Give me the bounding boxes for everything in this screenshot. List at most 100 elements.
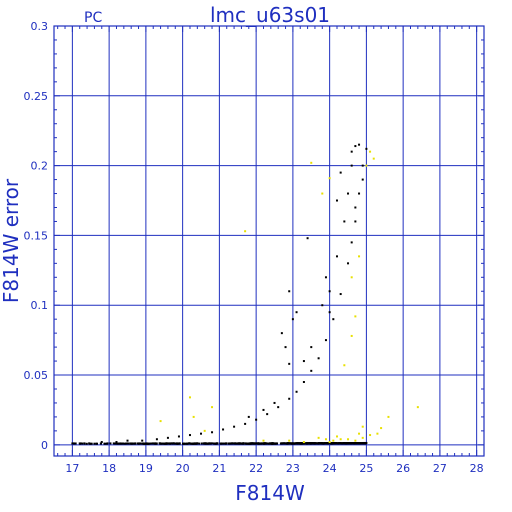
data-point-series-0 (96, 442, 99, 445)
y-tick-label: 0.2 (31, 160, 49, 173)
data-point-series-0 (150, 442, 153, 445)
y-tick-label: 0 (41, 439, 48, 452)
data-point-series-1 (343, 364, 346, 367)
data-point-series-0 (138, 442, 141, 445)
x-tick-label: 25 (359, 462, 373, 475)
data-point-series-0 (200, 432, 203, 435)
data-point-series-0 (249, 442, 252, 445)
data-point-series-0 (288, 362, 291, 365)
data-point-series-0 (262, 442, 265, 445)
data-point-series-0 (73, 442, 76, 445)
data-point-series-0 (306, 237, 309, 240)
data-point-series-0 (266, 442, 269, 445)
data-point-series-0 (282, 442, 285, 445)
data-point-series-0 (134, 442, 137, 445)
data-point-series-0 (208, 442, 211, 445)
data-point-series-0 (356, 442, 359, 445)
data-point-series-0 (347, 262, 350, 265)
data-point-series-0 (347, 442, 350, 445)
data-point-series-0 (229, 442, 232, 445)
data-point-series-1 (358, 432, 361, 435)
data-point-series-0 (166, 442, 169, 445)
data-point-series-0 (323, 442, 326, 445)
data-point-series-0 (117, 442, 120, 445)
data-point-series-0 (149, 442, 152, 445)
data-point-series-0 (89, 442, 92, 445)
data-point-series-0 (350, 164, 353, 167)
data-point-series-0 (126, 439, 129, 442)
data-point-series-0 (71, 442, 74, 445)
data-point-series-0 (93, 442, 96, 445)
data-point-series-0 (343, 220, 346, 223)
plot-frame (53, 25, 485, 457)
data-point-series-0 (189, 442, 192, 445)
data-point-series-0 (296, 442, 299, 445)
data-point-series-0 (335, 255, 338, 258)
data-point-series-0 (133, 442, 136, 445)
data-point-series-0 (220, 442, 223, 445)
y-tick-label: 0.25 (24, 90, 49, 103)
data-point-series-0 (90, 442, 93, 445)
data-point-series-0 (231, 442, 234, 445)
data-point-series-0 (268, 442, 271, 445)
data-point-series-1 (361, 436, 364, 439)
data-point-series-0 (324, 339, 327, 342)
data-point-series-0 (139, 442, 142, 445)
data-point-series-1 (188, 396, 191, 399)
data-point-series-1 (339, 438, 342, 441)
data-point-series-1 (328, 177, 331, 180)
data-point-series-0 (193, 442, 196, 445)
data-point-series-0 (247, 415, 250, 418)
data-point-series-0 (228, 442, 231, 445)
data-point-series-0 (115, 441, 118, 444)
data-point-series-0 (319, 442, 322, 445)
data-point-series-0 (103, 442, 106, 445)
data-point-series-0 (350, 442, 353, 445)
data-point-series-0 (198, 442, 201, 445)
data-point-series-0 (206, 442, 209, 445)
data-point-series-0 (83, 442, 86, 445)
data-point-series-0 (311, 442, 314, 445)
data-point-series-0 (215, 442, 218, 445)
data-point-series-0 (284, 442, 287, 445)
data-point-series-0 (141, 439, 144, 442)
data-point-series-1 (335, 435, 338, 438)
data-point-series-0 (365, 147, 368, 150)
data-point-series-0 (200, 442, 203, 445)
data-point-series-0 (171, 442, 174, 445)
data-point-series-0 (322, 442, 325, 445)
grid (54, 25, 484, 456)
data-point-series-0 (354, 206, 357, 209)
x-tick-label: 27 (433, 462, 447, 475)
data-point-series-1 (350, 334, 353, 337)
data-point-series-0 (242, 442, 245, 445)
data-point-series-0 (235, 442, 238, 445)
data-point-series-0 (262, 408, 265, 411)
data-point-series-0 (343, 442, 346, 445)
data-point-series-0 (177, 442, 180, 445)
data-point-series-0 (264, 442, 267, 445)
data-point-series-0 (337, 442, 340, 445)
x-tick-label: 28 (470, 462, 484, 475)
data-point-series-1 (192, 415, 195, 418)
data-point-series-0 (210, 442, 213, 445)
data-point-series-1 (332, 439, 335, 442)
data-point-series-0 (295, 311, 298, 314)
data-point-series-0 (314, 442, 317, 445)
data-point-series-0 (287, 442, 290, 445)
data-point-series-0 (335, 442, 338, 445)
data-point-series-0 (192, 442, 195, 445)
data-point-series-0 (354, 145, 357, 148)
data-point-series-0 (123, 442, 126, 445)
data-point-series-0 (339, 171, 342, 174)
data-point-series-0 (184, 442, 187, 445)
data-point-series-1 (369, 150, 372, 153)
data-point-series-0 (330, 442, 333, 445)
y-tick-label: 0.15 (24, 229, 49, 242)
data-point-series-0 (267, 442, 270, 445)
data-point-series-0 (188, 434, 191, 437)
chart-title: lmc_u63s01 (210, 3, 330, 27)
data-point-series-0 (158, 442, 161, 445)
data-point-series-1 (354, 439, 357, 442)
x-tick-label: 24 (323, 462, 337, 475)
